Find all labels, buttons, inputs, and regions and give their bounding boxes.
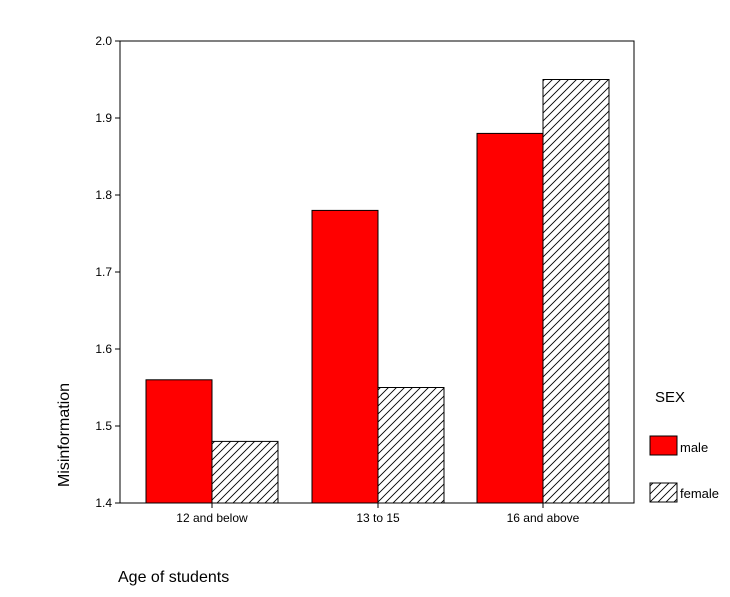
- legend-label-male: male: [680, 440, 708, 455]
- y-tick-label: 1.6: [95, 342, 112, 356]
- y-tick-label: 1.5: [95, 419, 112, 433]
- bars: [145, 79, 610, 504]
- bar-male-2: [311, 209, 379, 504]
- y-tick-label: 1.9: [95, 111, 112, 125]
- y-tick-label: 1.7: [95, 265, 112, 279]
- bar-male-1: [145, 379, 213, 504]
- legend-title: SEX: [655, 389, 685, 406]
- bar-male-3: [476, 132, 544, 504]
- legend-swatch-female: [649, 482, 678, 503]
- y-axis: 1.4 1.5 1.6 1.7 1.8 1.9 2.0: [95, 34, 120, 510]
- x-axis-title: Age of students: [118, 569, 229, 586]
- legend: SEX male female: [649, 389, 719, 503]
- legend-swatch-male: [649, 435, 678, 456]
- bar-female-1: [211, 440, 279, 504]
- bar-female-3: [542, 79, 610, 504]
- y-tick-label: 1.8: [95, 188, 112, 202]
- x-tick-label: 12 and below: [176, 511, 248, 525]
- x-tick-label: 16 and above: [507, 511, 580, 525]
- bar-female-2: [377, 387, 445, 504]
- x-tick-label: 13 to 15: [356, 511, 400, 525]
- y-tick-label: 1.4: [95, 496, 112, 510]
- y-axis-title: Misinformation: [56, 383, 73, 487]
- legend-label-female: female: [680, 486, 719, 501]
- y-tick-label: 2.0: [95, 34, 112, 48]
- x-axis: 12 and below 13 to 15 16 and above: [176, 503, 580, 525]
